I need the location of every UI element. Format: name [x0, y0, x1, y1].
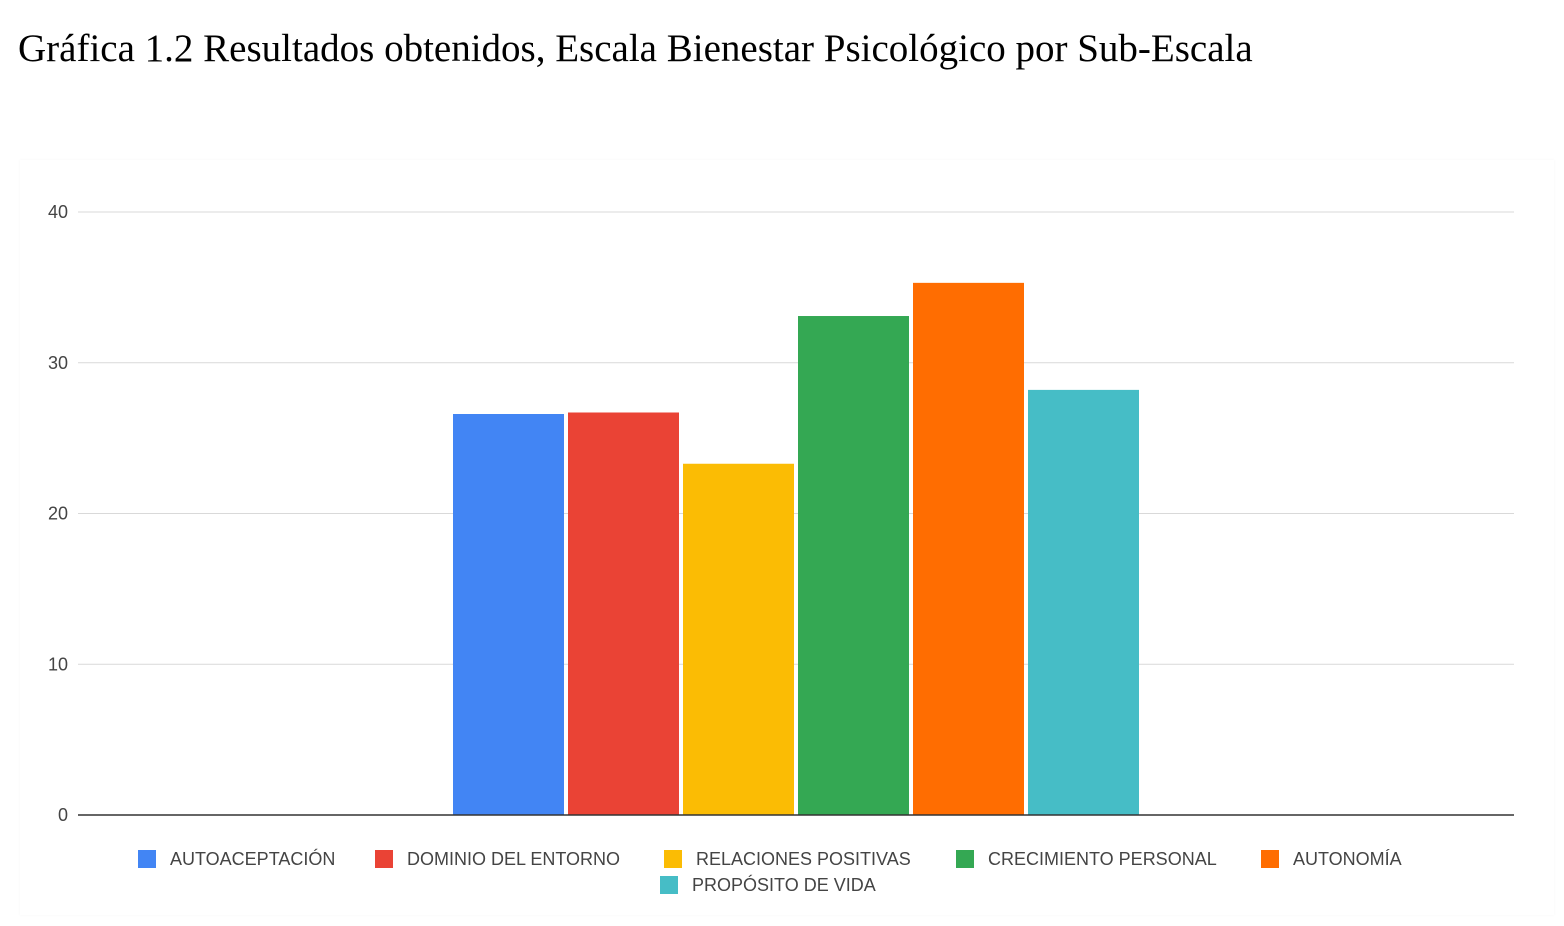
- bar-5: [913, 282, 1024, 815]
- legend-swatch-1: [138, 850, 156, 868]
- bar-6: [1028, 389, 1139, 815]
- y-tick-label: 10: [48, 654, 68, 674]
- legend-label-3: RELACIONES POSITIVAS: [696, 849, 911, 869]
- y-tick-label: 0: [58, 805, 68, 825]
- legend-label-2: DOMINIO DEL ENTORNO: [407, 849, 620, 869]
- chart-container: 0 10 20 30 40 AUTOACEPTACIÓN DOMINIO DEL ENTOR…: [20, 160, 1554, 915]
- legend-label-5: AUTONOMÍA: [1293, 849, 1402, 869]
- bar-4: [798, 316, 909, 815]
- y-tick-label: 40: [48, 202, 68, 222]
- legend-swatch-4: [956, 850, 974, 868]
- y-tick-label: 20: [48, 504, 68, 524]
- legend-swatch-2: [375, 850, 393, 868]
- legend-swatch-6: [660, 876, 678, 894]
- bar-2: [568, 412, 679, 815]
- legend-label-1: AUTOACEPTACIÓN: [170, 848, 335, 869]
- bar-3: [683, 463, 794, 815]
- bar-chart: 0 10 20 30 40 AUTOACEPTACIÓN DOMINIO DEL ENTOR…: [48, 202, 1514, 895]
- figure-title: Gráfica 1.2 Resultados obtenidos, Escala…: [18, 27, 1253, 70]
- bar-1: [453, 414, 564, 815]
- y-tick-label: 30: [48, 353, 68, 373]
- legend-label-4: CRECIMIENTO PERSONAL: [988, 849, 1217, 869]
- legend-label-6: PROPÓSITO DE VIDA: [692, 874, 876, 895]
- legend-swatch-5: [1261, 850, 1279, 868]
- legend-swatch-3: [664, 850, 682, 868]
